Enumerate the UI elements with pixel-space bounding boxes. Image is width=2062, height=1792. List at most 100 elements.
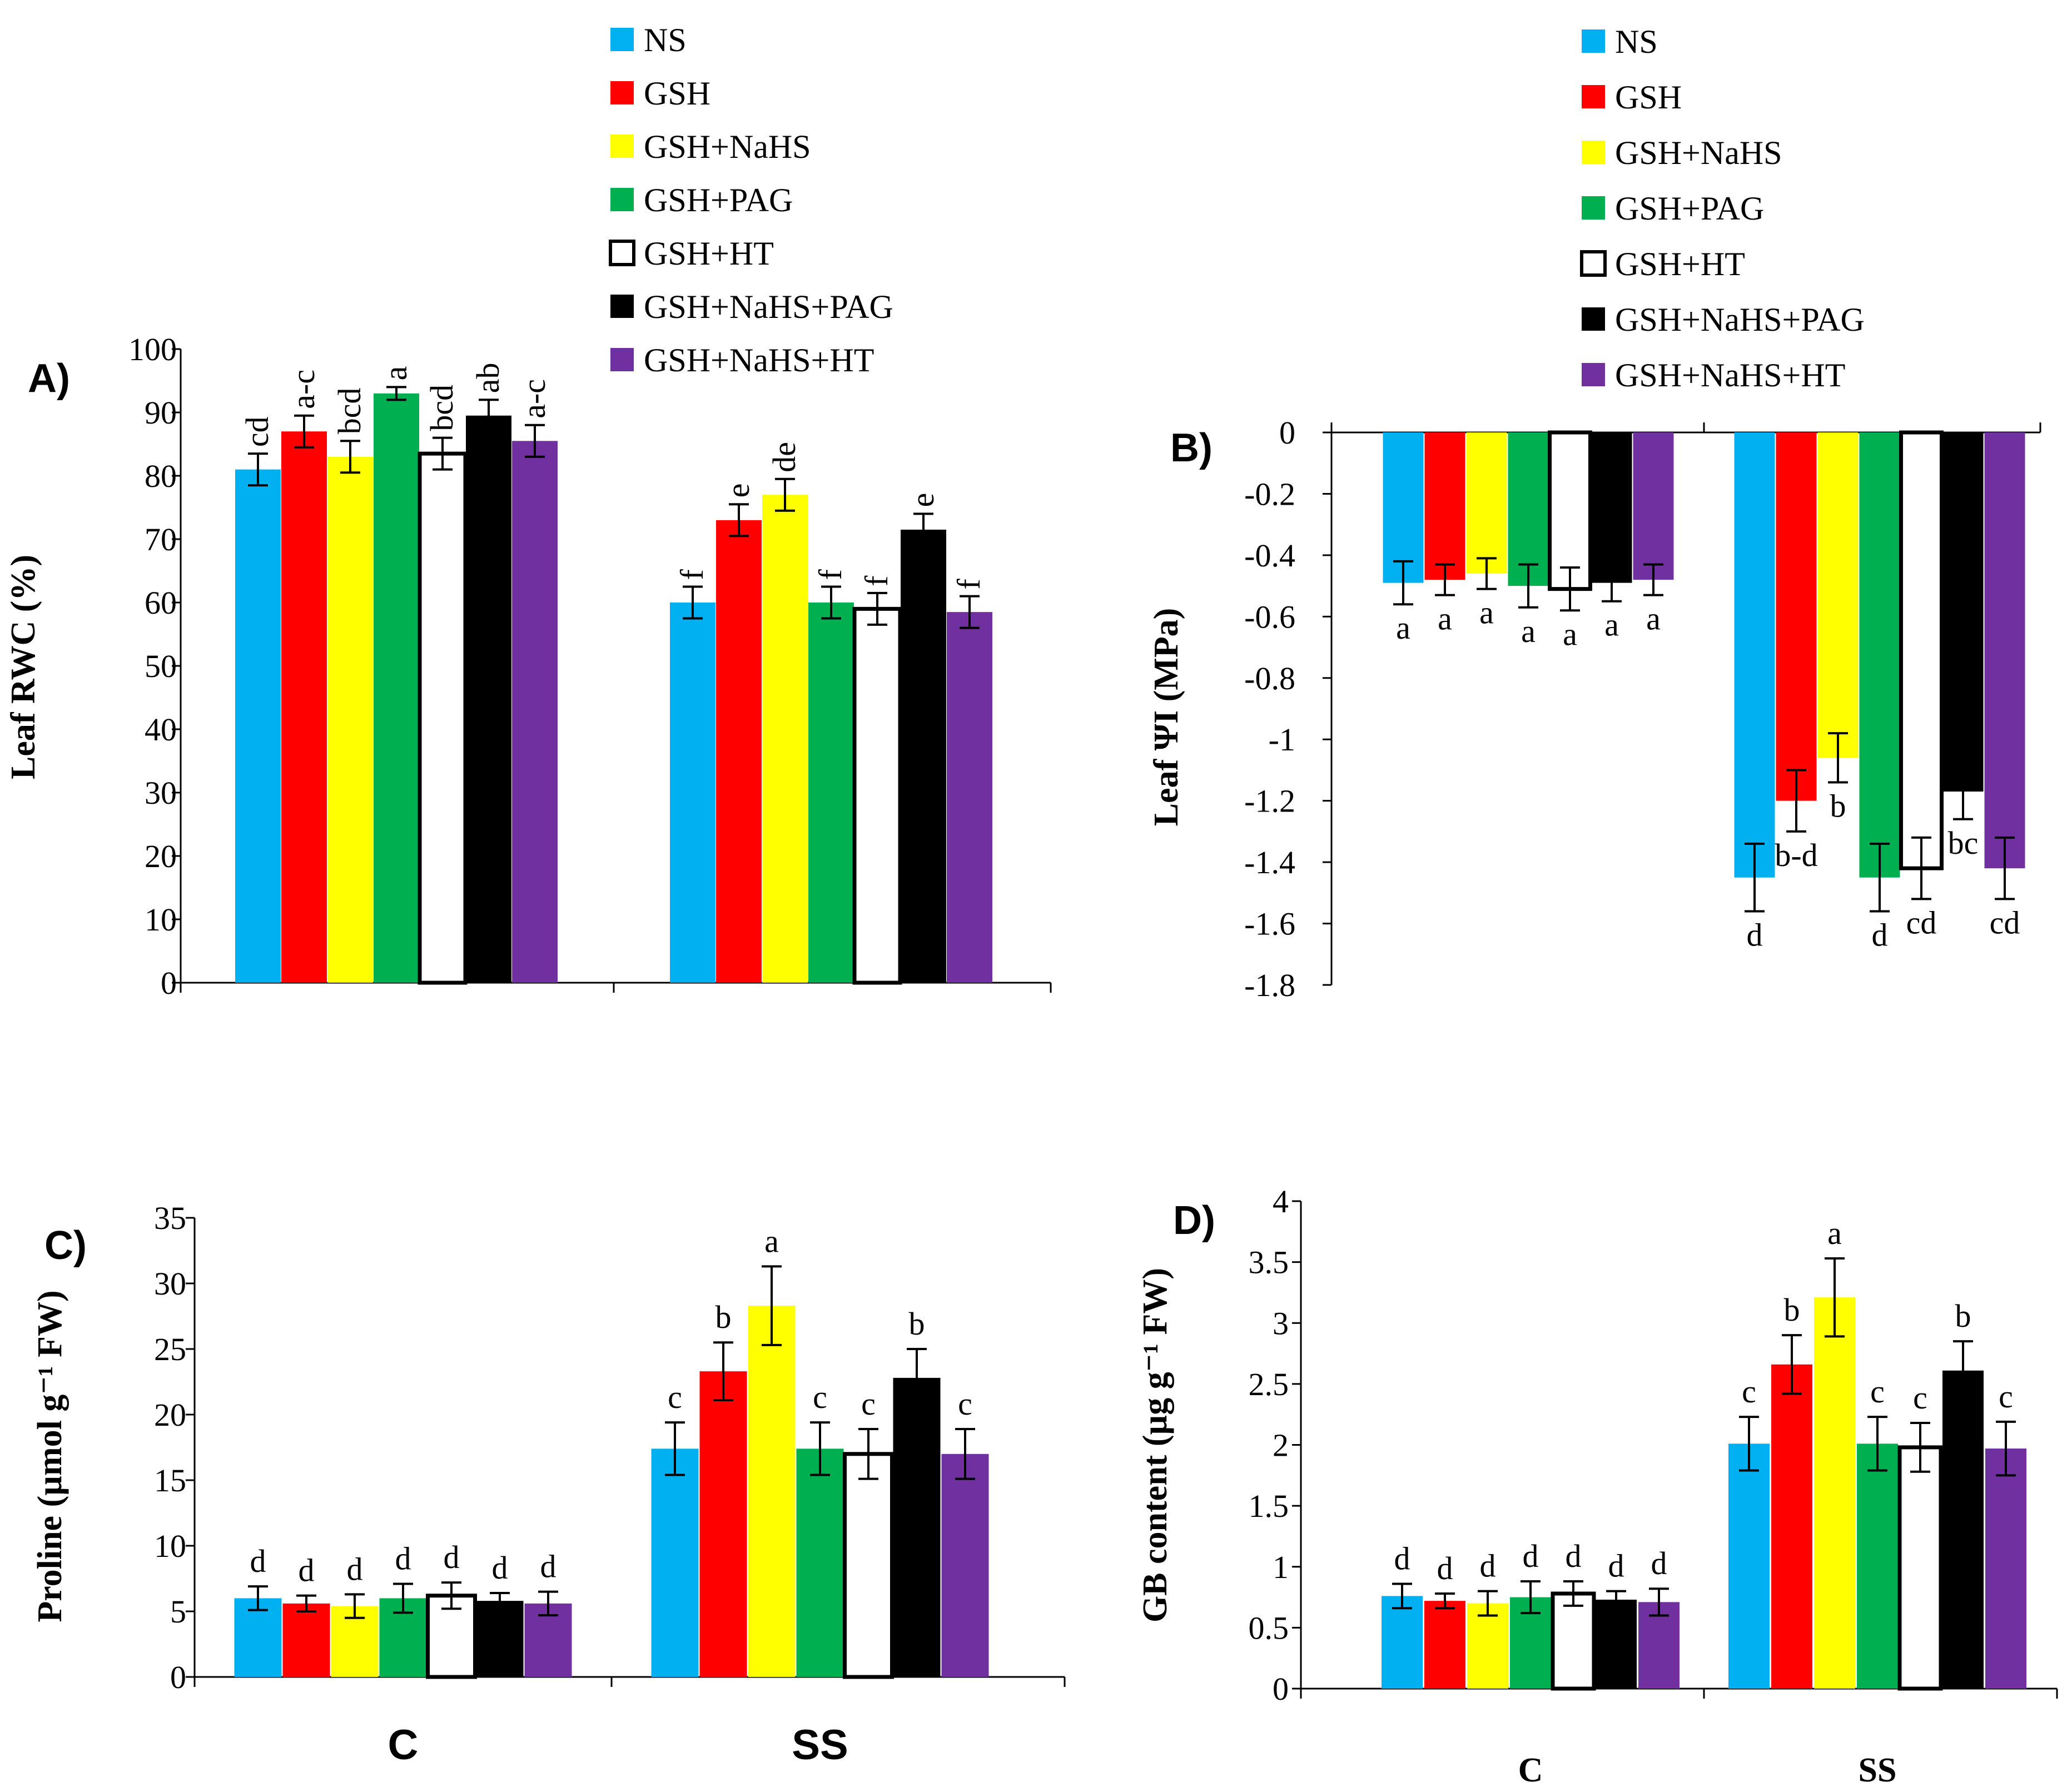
- significance-letter: a: [1396, 610, 1410, 646]
- legend-swatch: [1582, 363, 1605, 386]
- bar: [1859, 432, 1900, 878]
- y-tick-label: -0.4: [1244, 537, 1295, 574]
- bar: [1771, 1364, 1812, 1689]
- significance-letter: a: [1438, 601, 1452, 637]
- bar: [512, 441, 558, 983]
- bar: [466, 415, 511, 983]
- significance-letter: c: [1999, 1378, 2013, 1415]
- legend-swatch: [1580, 250, 1607, 277]
- legend-swatch: [610, 28, 634, 51]
- significance-letter: a-c: [285, 370, 321, 409]
- y-tick-label: -0.6: [1244, 599, 1295, 635]
- significance-letter: c: [1870, 1373, 1885, 1410]
- legend-label: GSH+NaHS+HT: [644, 342, 874, 379]
- significance-letter: d: [492, 1550, 508, 1586]
- significance-letter: d: [395, 1540, 411, 1576]
- legend-swatch: [1582, 196, 1605, 220]
- bar: [808, 603, 854, 983]
- bar: [1633, 432, 1674, 580]
- significance-letter: b-d: [1775, 837, 1817, 873]
- legend-label: NS: [1615, 23, 1658, 60]
- y-axis-label: Proline (µmol g⁻¹ FW): [31, 1290, 69, 1622]
- legend-swatch: [609, 240, 635, 266]
- bar: [901, 529, 946, 983]
- bar: [1942, 1370, 1984, 1689]
- bar: [1857, 1443, 1898, 1689]
- bar: [235, 469, 281, 983]
- bar: [1548, 430, 1592, 591]
- y-tick-label: 60: [145, 585, 177, 621]
- significance-letter: a: [764, 1223, 779, 1259]
- significance-letter: f: [674, 569, 710, 580]
- bar: [941, 1453, 989, 1677]
- significance-letter: d: [1523, 1538, 1539, 1574]
- y-tick-label: -1.8: [1244, 967, 1295, 1003]
- bar: [327, 456, 373, 983]
- bar: [1728, 1443, 1770, 1689]
- bar: [1382, 1596, 1423, 1689]
- bar: [748, 1306, 796, 1677]
- bar: [651, 1448, 699, 1677]
- bar: [476, 1601, 524, 1677]
- y-tick-label: 3.5: [1249, 1245, 1289, 1281]
- significance-letter: d: [1566, 1538, 1582, 1574]
- panel-label: C): [44, 1223, 87, 1268]
- significance-letter: d: [1437, 1550, 1453, 1586]
- bar: [374, 393, 419, 983]
- bar: [281, 431, 327, 983]
- bar: [843, 1452, 894, 1679]
- significance-letter: bcd: [331, 388, 367, 435]
- y-tick-label: 20: [145, 838, 177, 874]
- bar: [796, 1448, 844, 1677]
- y-tick-label: 15: [154, 1462, 186, 1499]
- y-tick-label: 50: [145, 648, 177, 684]
- bar: [1985, 1448, 2026, 1689]
- bar: [1467, 1603, 1508, 1689]
- y-tick-label: 0: [1273, 1671, 1289, 1707]
- significance-letter: f: [812, 569, 848, 580]
- bar: [893, 1377, 941, 1677]
- significance-letter: f: [951, 579, 987, 590]
- significance-letter: bc: [1948, 825, 1979, 861]
- y-tick-label: 20: [154, 1397, 186, 1433]
- bar: [282, 1603, 330, 1677]
- bar: [234, 1598, 282, 1677]
- y-tick-label: 30: [154, 1266, 186, 1302]
- significance-letter: bcd: [424, 385, 460, 431]
- significance-letter: b: [1955, 1298, 1971, 1334]
- bar: [1814, 1297, 1855, 1689]
- chart-panel: 0 0.5 1 1.5 2 2.5 3 3.5 4 GB content (µg g⁻¹ FW) D…: [1136, 1183, 2058, 1789]
- y-tick-label: 4: [1273, 1183, 1289, 1219]
- legend-swatch: [610, 81, 634, 104]
- bar: [1591, 432, 1632, 583]
- significance-letter: e: [720, 484, 756, 498]
- y-tick-label: -0.2: [1244, 476, 1295, 512]
- bar: [1899, 430, 1944, 870]
- legend-swatch: [610, 295, 634, 318]
- legend-swatch: [1582, 85, 1605, 108]
- legend-label: GSH+NaHS+HT: [1615, 357, 1845, 394]
- category-label: C: [1518, 1751, 1543, 1789]
- y-tick-label: 0: [1279, 415, 1295, 451]
- category-label: SS: [792, 1721, 848, 1769]
- significance-letter: d: [1747, 917, 1763, 953]
- significance-letter: a: [1604, 607, 1619, 643]
- y-tick-label: 80: [145, 458, 177, 494]
- bar: [418, 451, 468, 985]
- significance-letter: a: [377, 366, 414, 381]
- bar: [699, 1371, 747, 1677]
- y-tick-label: 0: [161, 965, 177, 1001]
- bar: [1817, 432, 1859, 758]
- significance-letter: ab: [470, 362, 506, 393]
- significance-letter: d: [1480, 1548, 1496, 1584]
- bar: [852, 606, 902, 985]
- bar: [1508, 432, 1549, 586]
- bar: [1424, 1601, 1465, 1689]
- panel-label: A): [28, 356, 70, 401]
- significance-letter: c: [1913, 1380, 1927, 1416]
- y-tick-label: 90: [145, 395, 177, 431]
- bar: [1551, 1591, 1596, 1691]
- significance-letter: cd: [239, 416, 275, 447]
- bar: [1776, 432, 1817, 801]
